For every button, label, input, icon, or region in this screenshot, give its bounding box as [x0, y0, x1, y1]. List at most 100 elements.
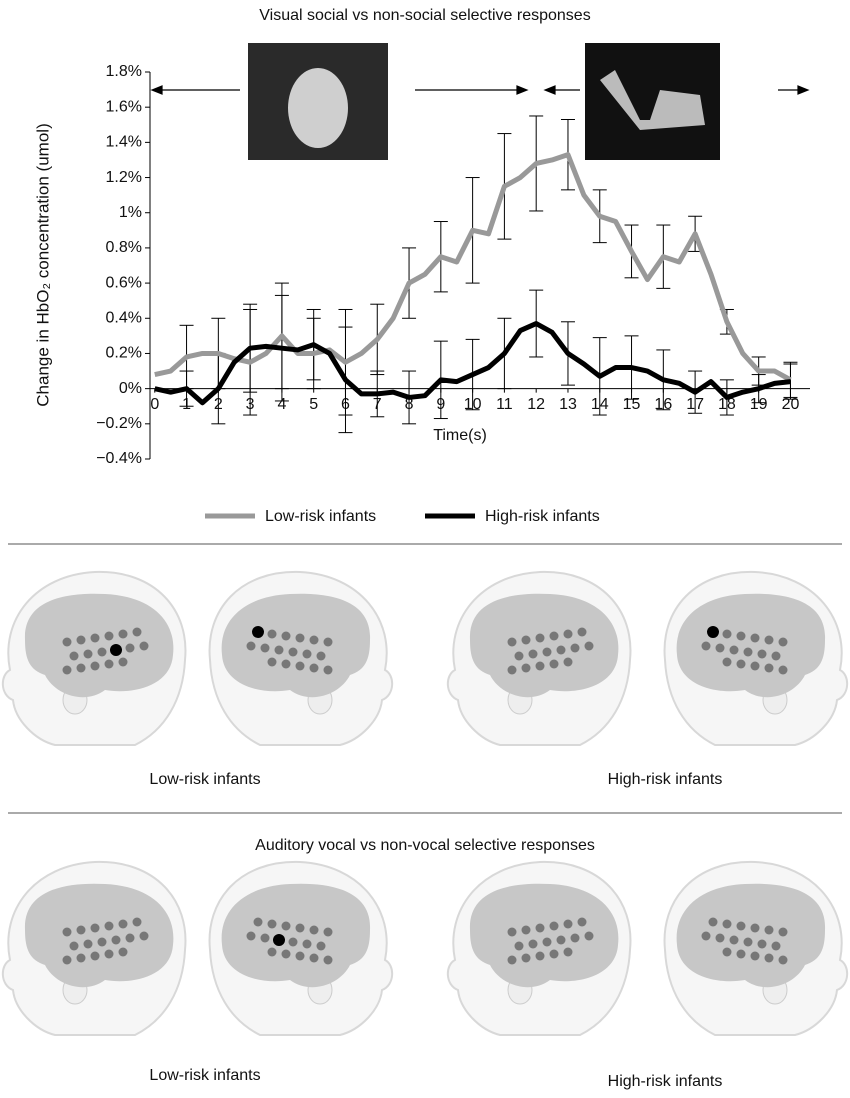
- group-label: Low-risk infants: [149, 1067, 260, 1084]
- head-diagram: [446, 570, 632, 746]
- y-tick-label: 0.2%: [106, 345, 142, 362]
- electrode: [323, 637, 333, 647]
- head-diagram: [663, 860, 849, 1036]
- electrode: [521, 663, 531, 673]
- electrode: [535, 923, 545, 933]
- electrode: [97, 647, 107, 657]
- electrode: [563, 657, 573, 667]
- electrode: [267, 657, 277, 667]
- electrode: [514, 941, 524, 951]
- electrode: [722, 657, 732, 667]
- electrode: [76, 663, 86, 673]
- electrode: [111, 935, 121, 945]
- electrode: [295, 661, 305, 671]
- x-tick-label: 13: [559, 396, 577, 413]
- electrode: [722, 629, 732, 639]
- y-tick-label: 0%: [119, 380, 142, 397]
- electrode: [521, 953, 531, 963]
- electrode: [139, 931, 149, 941]
- x-tick-label: 0: [150, 396, 159, 413]
- electrode: [62, 927, 72, 937]
- electrode: [253, 917, 263, 927]
- electrode: [110, 644, 122, 656]
- head-diagram: [208, 570, 394, 746]
- x-tick-label: 12: [527, 396, 545, 413]
- legend-label: High-risk infants: [485, 508, 600, 525]
- electrode: [90, 923, 100, 933]
- electrode: [750, 951, 760, 961]
- electrode: [118, 947, 128, 957]
- electrode: [736, 631, 746, 641]
- y-tick-label: −0.2%: [96, 415, 142, 432]
- arrows: [150, 85, 810, 95]
- electrode: [246, 641, 256, 651]
- electrode: [715, 643, 725, 653]
- electrode: [584, 931, 594, 941]
- electrode: [316, 941, 326, 951]
- electrode: [125, 933, 135, 943]
- electrode: [764, 663, 774, 673]
- brain-region: [24, 883, 174, 988]
- electrode: [750, 633, 760, 643]
- electrode: [556, 645, 566, 655]
- x-tick-label: 19: [750, 396, 768, 413]
- series-line: [154, 321, 791, 406]
- electrode: [764, 925, 774, 935]
- head-diagram: [1, 570, 187, 746]
- electrode: [76, 635, 86, 645]
- electrode: [549, 921, 559, 931]
- electrode: [507, 665, 517, 675]
- electrode: [701, 641, 711, 651]
- electrode: [90, 951, 100, 961]
- electrode: [302, 939, 312, 949]
- brain-region: [469, 593, 619, 698]
- y-tick-label: 0.4%: [106, 309, 142, 326]
- electrode: [521, 925, 531, 935]
- electrode: [528, 939, 538, 949]
- electrode: [757, 649, 767, 659]
- electrode: [778, 637, 788, 647]
- electrode: [62, 955, 72, 965]
- electrode: [62, 665, 72, 675]
- electrode: [118, 919, 128, 929]
- electrode: [281, 631, 291, 641]
- electrode: [750, 923, 760, 933]
- electrode: [309, 953, 319, 963]
- electrode: [274, 645, 284, 655]
- x-axis-label: Time(s): [433, 427, 487, 444]
- electrode: [104, 921, 114, 931]
- electrode: [757, 939, 767, 949]
- electrode: [316, 651, 326, 661]
- electrode: [288, 937, 298, 947]
- electrode: [83, 649, 93, 659]
- electrode: [246, 931, 256, 941]
- electrode: [295, 951, 305, 961]
- electrode: [570, 933, 580, 943]
- electrode: [104, 631, 114, 641]
- electrode: [715, 933, 725, 943]
- electrode: [563, 629, 573, 639]
- electrode: [577, 627, 587, 637]
- electrode: [514, 651, 524, 661]
- y-tick-label: 1.4%: [106, 134, 142, 151]
- electrode: [570, 643, 580, 653]
- series-line: [154, 152, 792, 383]
- electrode: [722, 919, 732, 929]
- electrode: [288, 647, 298, 657]
- electrode: [778, 955, 788, 965]
- x-tick-label: 4: [277, 396, 286, 413]
- y-tick-label: 1%: [119, 204, 142, 221]
- electrode: [750, 661, 760, 671]
- electrode: [260, 933, 270, 943]
- brain-region: [221, 593, 371, 698]
- electrode: [535, 951, 545, 961]
- electrode: [563, 947, 573, 957]
- electrode: [549, 659, 559, 669]
- electrode: [132, 917, 142, 927]
- brain-region: [24, 593, 174, 698]
- y-tick-label: −0.4%: [96, 450, 142, 467]
- electrode: [69, 651, 79, 661]
- electrode: [729, 645, 739, 655]
- x-tick-label: 15: [623, 396, 641, 413]
